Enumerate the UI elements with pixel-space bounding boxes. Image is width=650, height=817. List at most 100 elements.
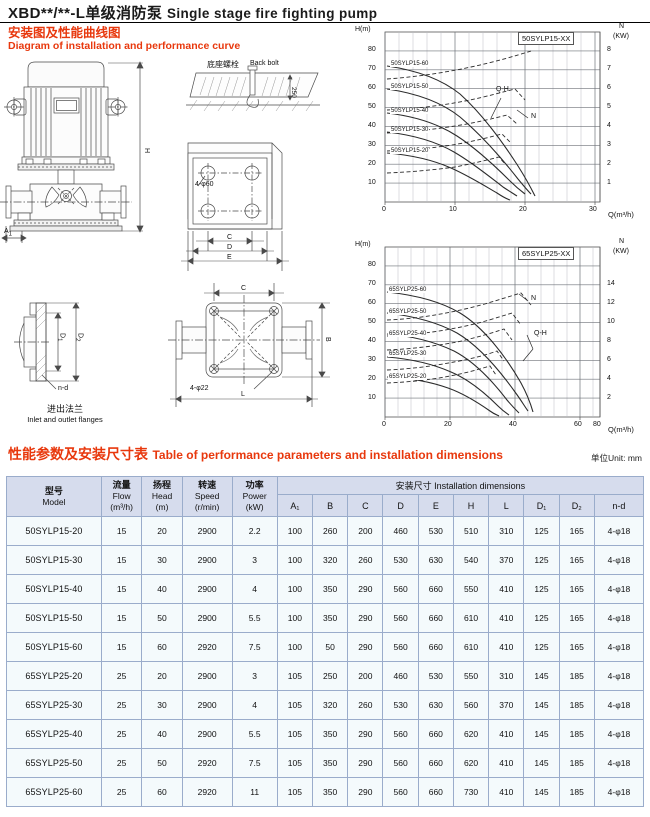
chart1-annotation-qh: Q-H <box>496 86 509 93</box>
chart2-curve-tag-60: 65SYLP25-60 <box>388 287 428 293</box>
cell-H: 550 <box>452 574 490 604</box>
cell-B: 350 <box>311 574 349 604</box>
base-dim-E: E <box>227 254 232 261</box>
cell-flow: 15 <box>100 545 143 575</box>
cell-C: 290 <box>347 574 384 604</box>
chart2-ytick-50: 50 <box>368 318 376 325</box>
table-row[interactable]: 65SYLP25-50 25 50 2920 7.5 105 350 290 560 660 620… <box>6 748 645 778</box>
cell-D: 560 <box>382 748 419 778</box>
cell-B: 320 <box>311 545 349 575</box>
cell-A1: 105 <box>276 748 314 778</box>
cell-power: 7.5 <box>231 748 278 778</box>
chart1-xlabel: Q(m³/h) <box>608 210 634 219</box>
cell-L: 410 <box>488 719 525 749</box>
flange-caption-cn: 进出法兰 <box>46 404 83 414</box>
cell-flow: 15 <box>100 603 143 633</box>
chart-50sylp15: H(m) N (KW) Q(m³/h) 80 70 60 50 40 30 20… <box>355 22 650 227</box>
cell-L: 410 <box>488 574 525 604</box>
cell-L: 310 <box>488 516 525 546</box>
flange-dim-D2: D2 <box>74 333 84 342</box>
cell-D2: 185 <box>558 661 595 691</box>
table-row[interactable]: 65SYLP25-40 25 40 2900 5.5 105 350 290 560 660 620… <box>6 719 645 749</box>
cell-B: 50 <box>311 632 349 662</box>
cell-C: 200 <box>347 516 384 546</box>
cell-E: 660 <box>417 777 454 807</box>
chart1-curve-tag-60: 50SYLP15-60 <box>390 61 430 67</box>
cell-power: 2.2 <box>231 516 278 546</box>
cell-C: 200 <box>347 661 384 691</box>
col-speed: 转速 Speed (r/min) <box>181 476 233 517</box>
cell-D: 560 <box>382 777 419 807</box>
chart1-ytick-40: 40 <box>368 122 376 129</box>
cell-D2: 165 <box>558 516 595 546</box>
cell-E: 660 <box>417 574 454 604</box>
chart1-curve-tag-20: 50SYLP15-20 <box>390 148 430 154</box>
section-heading-diagram-cn: 安装图及性能曲线图 <box>8 26 121 40</box>
cell-speed: 2920 <box>181 632 233 662</box>
cell-A1: 100 <box>276 603 314 633</box>
chart2-ytick-10: 10 <box>368 394 376 401</box>
table-row[interactable]: 50SYLP15-40 15 40 2900 4 100 350 290 560 660 550 41… <box>6 574 645 604</box>
table-row[interactable]: 65SYLP25-60 25 60 2920 11 105 350 290 560 660 730 4… <box>6 777 645 807</box>
chart2-curve-tag-40: 65SYLP25-40 <box>388 331 428 337</box>
table-row[interactable]: 50SYLP15-30 15 30 2900 3 100 320 260 530 630 540 37… <box>6 545 645 575</box>
cell-H: 730 <box>452 777 490 807</box>
cell-B: 350 <box>311 719 349 749</box>
cell-model: 50SYLP15-50 <box>6 603 102 633</box>
col-H: H <box>452 494 490 517</box>
cell-C: 290 <box>347 719 384 749</box>
cell-D: 530 <box>382 545 419 575</box>
section-heading-diagram: 安装图及性能曲线图 Diagram of installation and pe… <box>8 26 240 52</box>
col-A1: A₁ <box>276 494 314 517</box>
cell-H: 510 <box>452 516 490 546</box>
cell-D1: 125 <box>523 516 560 546</box>
cell-E: 530 <box>417 661 454 691</box>
chart2-xtick-80: 80 <box>593 421 601 428</box>
cell-B: 260 <box>311 516 349 546</box>
cell-D2: 185 <box>558 690 595 720</box>
cell-L: 410 <box>488 603 525 633</box>
cell-C: 290 <box>347 748 384 778</box>
plan-dim-B: B <box>324 337 331 342</box>
chart2-xtick-40: 40 <box>509 421 517 428</box>
cell-power: 5.5 <box>231 719 278 749</box>
cell-speed: 2920 <box>181 748 233 778</box>
cell-speed: 2900 <box>181 661 233 691</box>
cell-A1: 100 <box>276 545 314 575</box>
chart2-y2tick-8: 8 <box>607 337 611 344</box>
chart2-xtick-20: 20 <box>444 421 452 428</box>
cell-H: 550 <box>452 661 490 691</box>
cell-D1: 125 <box>523 632 560 662</box>
chart1-ylabel: H(m) <box>355 26 371 33</box>
table-row[interactable]: 50SYLP15-60 15 60 2920 7.5 100 50 290 560 660 610 4… <box>6 632 645 662</box>
cell-A1: 100 <box>276 516 314 546</box>
cell-flow: 15 <box>100 632 143 662</box>
table-head-row-2: A₁ B C D E H L D₁ D₂ n-d <box>7 494 645 517</box>
cell-speed: 2900 <box>181 690 233 720</box>
cell-B: 350 <box>311 748 349 778</box>
table-row[interactable]: 65SYLP25-20 25 20 2900 3 105 250 200 460 530 550 31… <box>6 661 645 691</box>
plan-hole-label: 4-φ22 <box>190 385 209 392</box>
cell-flow: 25 <box>100 777 143 807</box>
cell-head: 20 <box>141 661 183 691</box>
chart1-xtick-20: 20 <box>519 206 527 213</box>
table-row[interactable]: 50SYLP15-20 15 20 2900 2.2 100 260 200 460 530 510… <box>6 516 645 546</box>
cell-D: 460 <box>382 661 419 691</box>
table-row[interactable]: 65SYLP25-30 25 30 2900 4 105 320 260 530 630 560 37… <box>6 690 645 720</box>
table-row[interactable]: 50SYLP15-50 15 50 2900 5.5 100 350 290 560 660 610… <box>6 603 645 633</box>
cell-model: 65SYLP25-20 <box>6 661 102 691</box>
chart2-model-badge: 65SYLP25-XX <box>518 247 575 260</box>
chart2-ytick-70: 70 <box>368 280 376 287</box>
cell-D: 560 <box>382 603 419 633</box>
chart2-ytick-30: 30 <box>368 356 376 363</box>
cell-B: 350 <box>311 603 349 633</box>
cell-speed: 2900 <box>181 719 233 749</box>
chart2-y2tick-2: 2 <box>607 394 611 401</box>
cell-power: 3 <box>231 545 278 575</box>
cell-head: 20 <box>141 516 183 546</box>
cell-L: 410 <box>488 777 525 807</box>
cell-D: 460 <box>382 516 419 546</box>
cell-H: 610 <box>452 632 490 662</box>
chart1-curve-tag-40: 50SYLP15-40 <box>390 108 430 114</box>
cell-speed: 2900 <box>181 603 233 633</box>
